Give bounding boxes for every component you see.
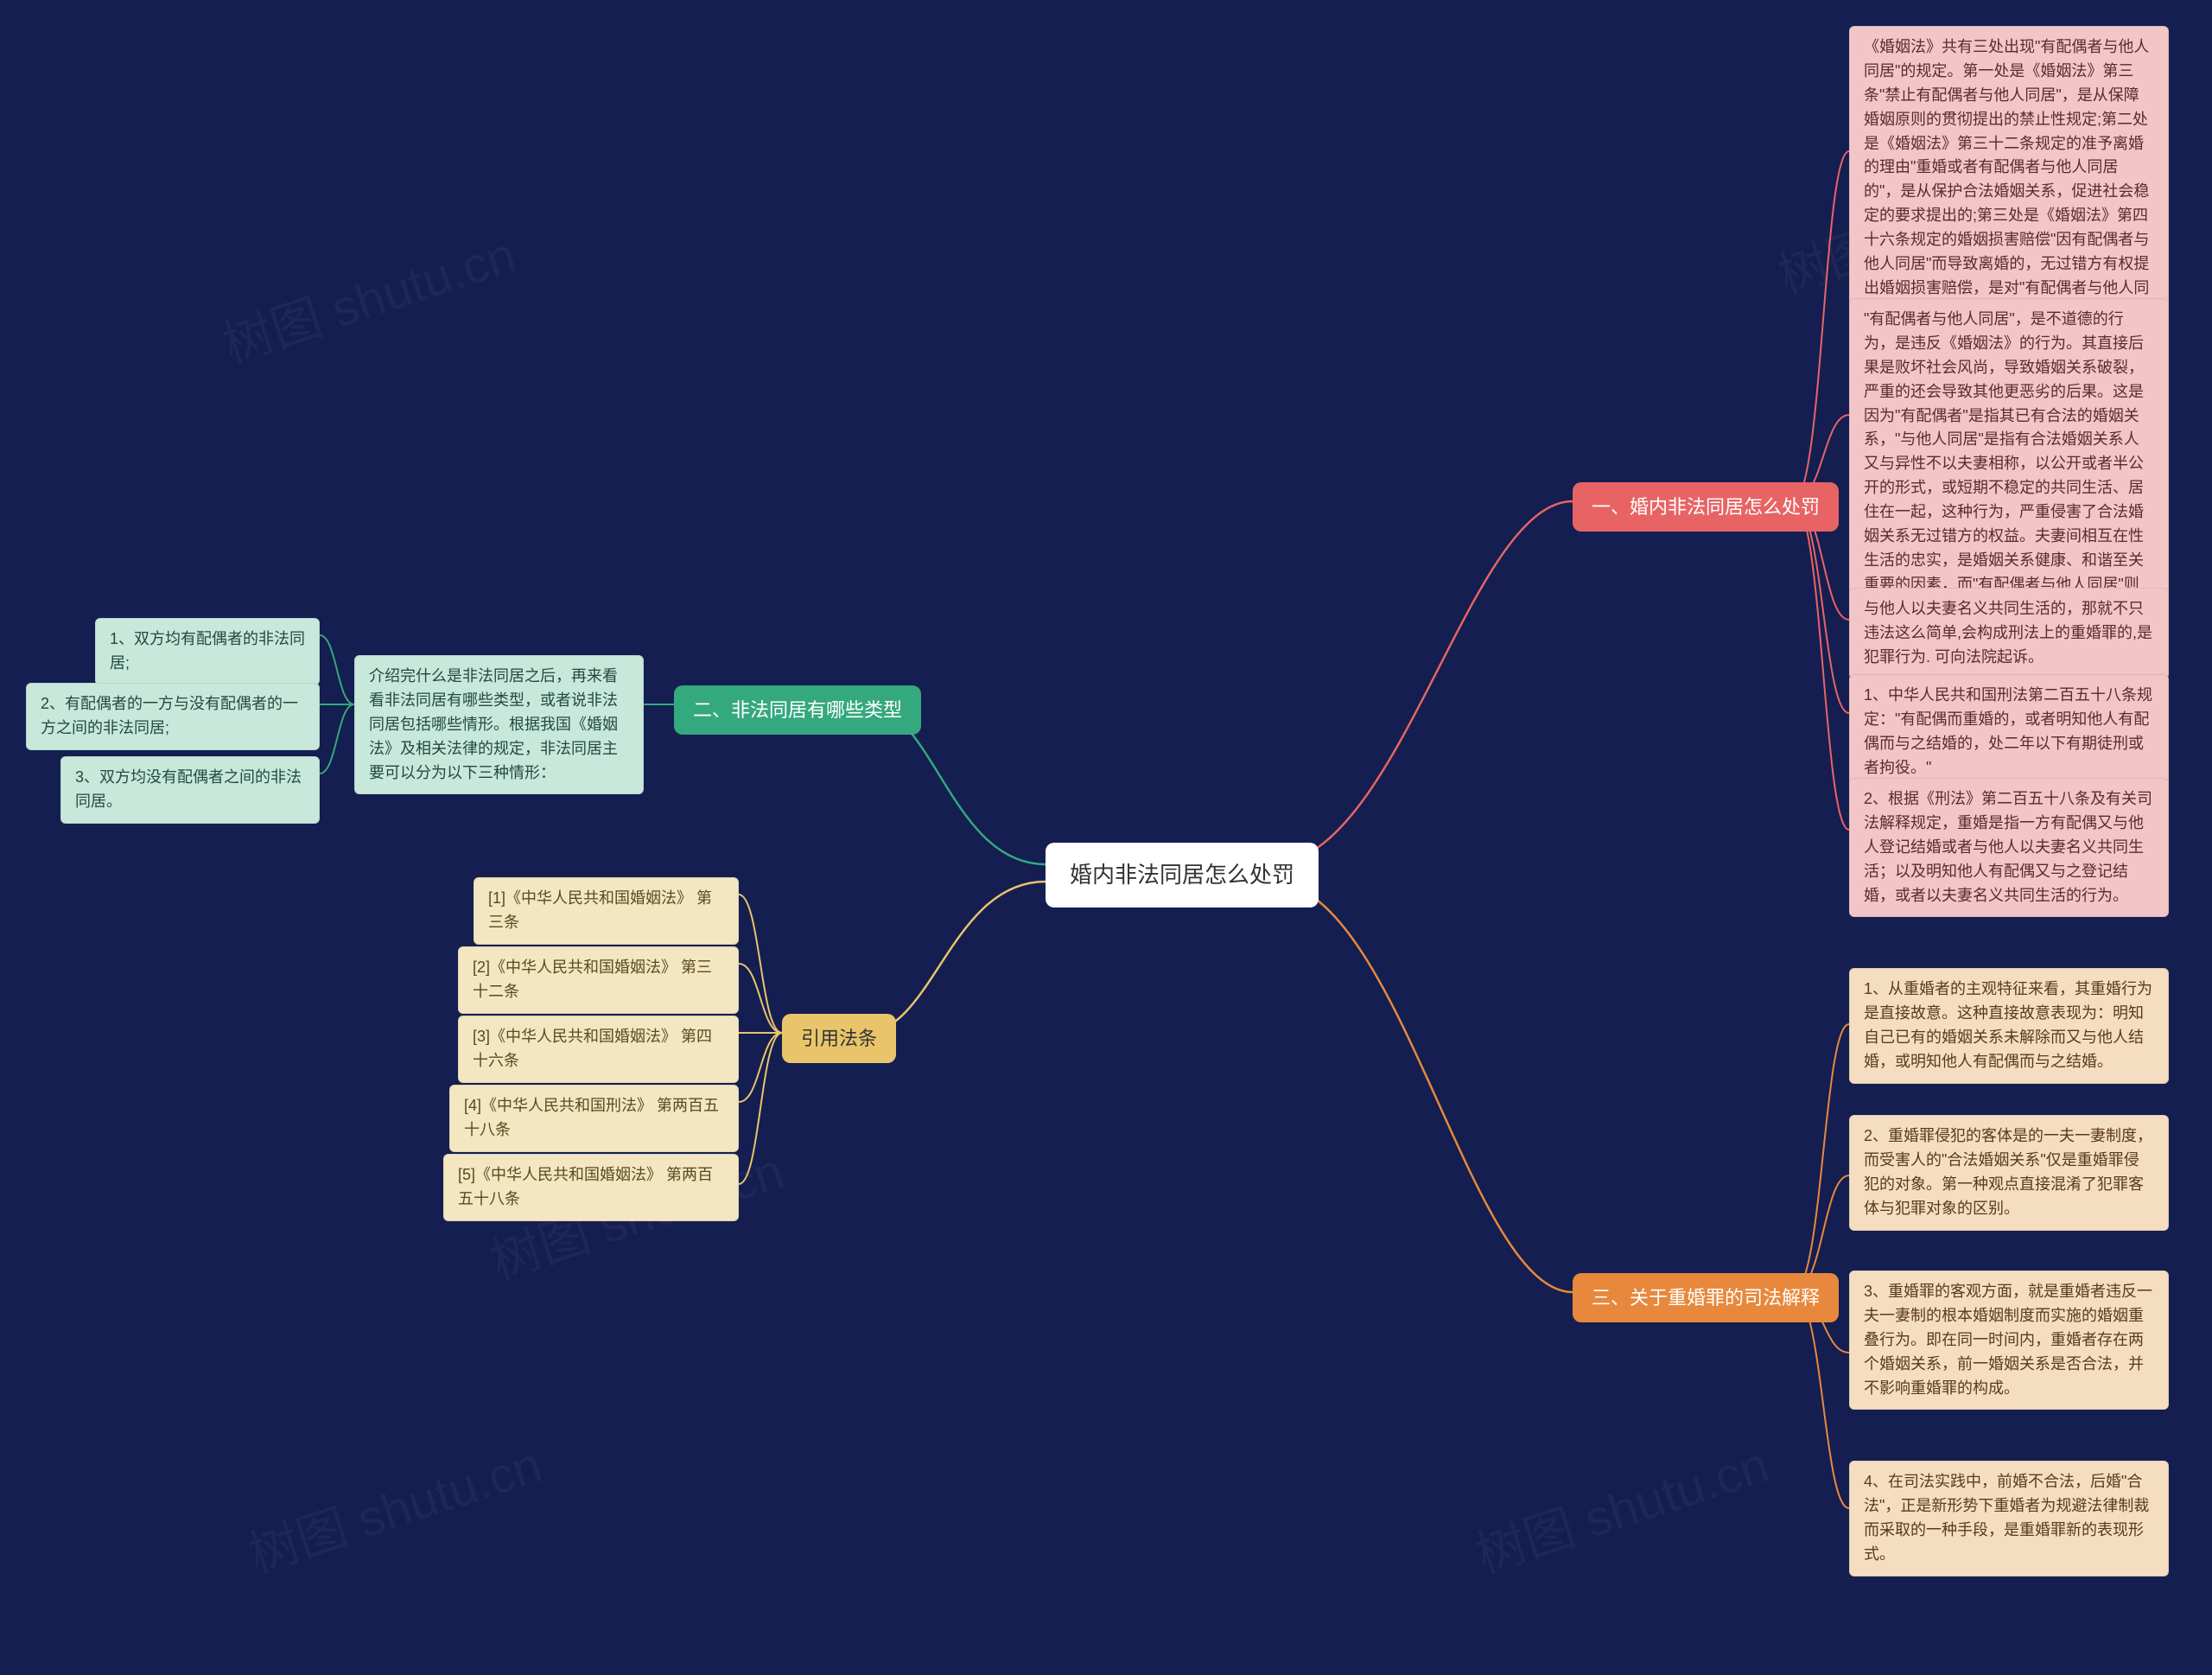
section-one-detail-5: 2、根据《刑法》第二百五十八条及有关司法解释规定，重婚是指一方有配偶又与他人登记… xyxy=(1849,778,2169,917)
branch-one[interactable]: 一、婚内非法同居怎么处罚 xyxy=(1573,482,1839,532)
branch-one-label: 一、婚内非法同居怎么处罚 xyxy=(1592,496,1820,518)
section-two-type-2: 2、有配偶者的一方与没有配偶者的一方之间的非法同居; xyxy=(26,683,320,750)
root-node[interactable]: 婚内非法同居怎么处罚 xyxy=(1046,843,1319,908)
branch-legal-label: 引用法条 xyxy=(801,1028,877,1049)
section-one-detail-4: 1、中华人民共和国刑法第二百五十八条规定："有配偶而重婚的，或者明知他人有配偶而… xyxy=(1849,674,2169,790)
watermark: 树图 shutu.cn xyxy=(238,1424,550,1587)
legal-ref-4: [4]《中华人民共和国刑法》 第两百五十八条 xyxy=(449,1085,739,1152)
legal-ref-5: [5]《中华人民共和国婚姻法》 第两百五十八条 xyxy=(443,1154,739,1221)
legal-ref-2: [2]《中华人民共和国婚姻法》 第三十二条 xyxy=(458,946,739,1014)
section-two-type-1: 1、双方均有配偶者的非法同居; xyxy=(95,618,320,685)
branch-three-label: 三、关于重婚罪的司法解释 xyxy=(1592,1287,1820,1309)
section-three-detail-2: 2、重婚罪侵犯的客体是的一夫一妻制度，而受害人的"合法婚姻关系"仅是重婚罪侵犯的… xyxy=(1849,1115,2169,1231)
branch-two-label: 二、非法同居有哪些类型 xyxy=(693,699,902,721)
section-two-intro: 介绍完什么是非法同居之后，再来看看非法同居有哪些类型，或者说非法同居包括哪些情形… xyxy=(354,655,644,794)
legal-ref-3: [3]《中华人民共和国婚姻法》 第四十六条 xyxy=(458,1016,739,1083)
section-two-type-3: 3、双方均没有配偶者之间的非法同居。 xyxy=(60,756,320,824)
section-one-detail-3: 与他人以夫妻名义共同生活的，那就不只违法这么简单,会构成刑法上的重婚罪的,是犯罪… xyxy=(1849,588,2169,679)
branch-three[interactable]: 三、关于重婚罪的司法解释 xyxy=(1573,1273,1839,1322)
watermark: 树图 shutu.cn xyxy=(1465,1424,1777,1587)
section-three-detail-3: 3、重婚罪的客观方面，就是重婚者违反一夫一妻制的根本婚姻制度而实施的婚姻重叠行为… xyxy=(1849,1271,2169,1410)
section-three-detail-4: 4、在司法实践中，前婚不合法，后婚"合法"，正是新形势下重婚者为规避法律制裁而采… xyxy=(1849,1461,2169,1576)
section-three-detail-1: 1、从重婚者的主观特征来看，其重婚行为是直接故意。这种直接故意表现为：明知自己已… xyxy=(1849,968,2169,1084)
branch-two[interactable]: 二、非法同居有哪些类型 xyxy=(674,685,921,735)
branch-legal[interactable]: 引用法条 xyxy=(782,1014,896,1063)
watermark: 树图 shutu.cn xyxy=(213,214,524,377)
root-label: 婚内非法同居怎么处罚 xyxy=(1070,862,1294,888)
legal-ref-1: [1]《中华人民共和国婚姻法》 第三条 xyxy=(474,877,739,945)
